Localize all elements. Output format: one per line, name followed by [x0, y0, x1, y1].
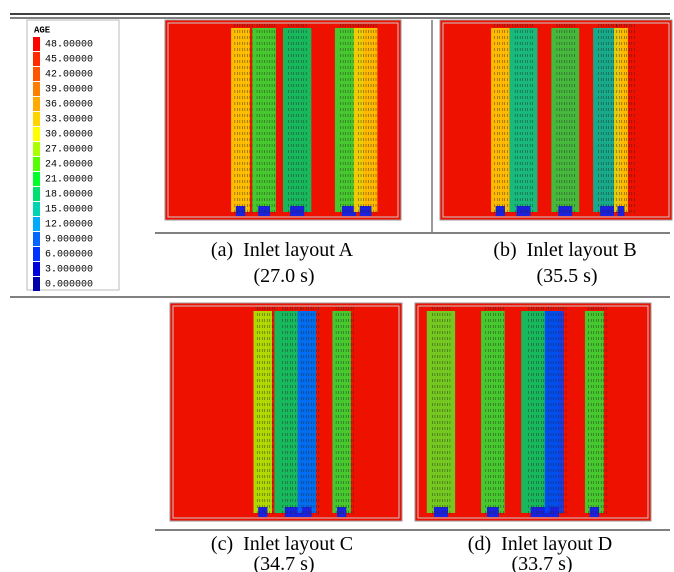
legend-swatch — [33, 262, 40, 276]
legend-swatch — [33, 217, 40, 231]
inlet — [302, 507, 312, 517]
inlet — [495, 206, 505, 216]
contour-band — [481, 311, 505, 513]
legend-label: 30.00000 — [45, 130, 93, 141]
legend-label: 6.000000 — [45, 250, 93, 261]
panel-time: (27.0 s) — [253, 265, 314, 287]
inlet — [359, 206, 372, 216]
legend-label: 9.000000 — [45, 235, 93, 246]
legend-swatch — [33, 157, 40, 171]
panel-caption: Inlet layout D — [501, 533, 612, 555]
inlet — [258, 206, 271, 216]
inlet — [589, 507, 600, 517]
caption: (b) Inlet layout B — [493, 239, 636, 261]
contour-image — [169, 302, 403, 522]
contour-band — [332, 311, 351, 513]
contour-band — [297, 311, 317, 513]
legend-swatch — [33, 127, 40, 141]
contour-band — [283, 28, 312, 212]
legend-swatch — [33, 97, 40, 111]
contour-band — [614, 28, 628, 212]
panel-time: (35.5 s) — [536, 265, 597, 287]
contour-band — [231, 28, 250, 212]
panel-caption: Inlet layout B — [527, 239, 637, 261]
contour-image — [439, 19, 673, 221]
legend-title: AGE — [34, 25, 51, 35]
contour-band — [544, 311, 564, 513]
contour-band — [252, 28, 276, 212]
inlet — [337, 507, 347, 517]
frame — [167, 22, 399, 218]
inlet — [342, 206, 357, 216]
frame — [417, 305, 649, 519]
caption: (a) Inlet layout A — [211, 239, 354, 261]
panel-caption: Inlet layout C — [243, 533, 353, 555]
inlet — [290, 206, 305, 216]
contour-band — [353, 28, 378, 212]
legend-swatch — [33, 112, 40, 126]
panel-label: (c) — [211, 533, 233, 555]
legend-label: 27.00000 — [45, 145, 93, 156]
legend-label: 48.00000 — [45, 40, 93, 51]
caption: (c) Inlet layout C — [211, 533, 353, 555]
contour-band — [253, 311, 273, 513]
contour-band — [491, 28, 510, 212]
panel-time: (34.7 s) — [253, 553, 314, 572]
legend-swatch — [33, 82, 40, 96]
legend-swatch — [33, 37, 40, 51]
legend-swatch — [33, 247, 40, 261]
inlet — [549, 507, 559, 517]
contour-band — [426, 311, 456, 513]
panel-caption: Inlet layout A — [243, 239, 354, 261]
legend-swatch — [33, 187, 40, 201]
legend-swatch — [33, 202, 40, 216]
legend-swatch — [33, 232, 40, 246]
contour-band — [509, 28, 538, 212]
panel-time: (33.7 s) — [511, 553, 572, 572]
inlet — [258, 507, 268, 517]
panel-label: (b) — [493, 239, 516, 261]
inlet — [516, 206, 531, 216]
legend-label: 39.00000 — [45, 85, 93, 96]
legend-swatch — [33, 52, 40, 66]
legend-label: 33.00000 — [45, 115, 93, 126]
legend-swatch — [33, 142, 40, 156]
legend-swatch — [33, 67, 40, 81]
legend-label: 3.000000 — [45, 265, 93, 276]
panel-label: (a) — [211, 239, 233, 261]
contour-band — [551, 28, 580, 212]
frame — [172, 305, 400, 519]
contour-image — [414, 302, 652, 522]
legend-label: 24.00000 — [45, 160, 93, 171]
inlet — [530, 507, 550, 517]
legend-label: 0.000000 — [45, 280, 93, 291]
inlet — [617, 206, 625, 216]
inlet — [235, 206, 246, 216]
contour-band — [584, 311, 604, 513]
legend-label: 42.00000 — [45, 70, 93, 81]
panel-label: (d) — [468, 533, 491, 555]
legend-swatch — [33, 277, 40, 291]
inlet — [433, 507, 449, 517]
legend-label: 18.00000 — [45, 190, 93, 201]
inlet — [558, 206, 573, 216]
legend-label: 45.00000 — [45, 55, 93, 66]
inlet — [486, 507, 499, 517]
inlet — [600, 206, 614, 216]
legend-label: 15.00000 — [45, 205, 93, 216]
frame — [442, 22, 670, 218]
legend-swatch — [33, 172, 40, 186]
legend-label: 36.00000 — [45, 100, 93, 111]
legend-label: 12.00000 — [45, 220, 93, 231]
legend-box — [26, 19, 120, 291]
legend-label: 21.00000 — [45, 175, 93, 186]
contour-image — [164, 19, 402, 221]
caption: (d) Inlet layout D — [468, 533, 612, 555]
